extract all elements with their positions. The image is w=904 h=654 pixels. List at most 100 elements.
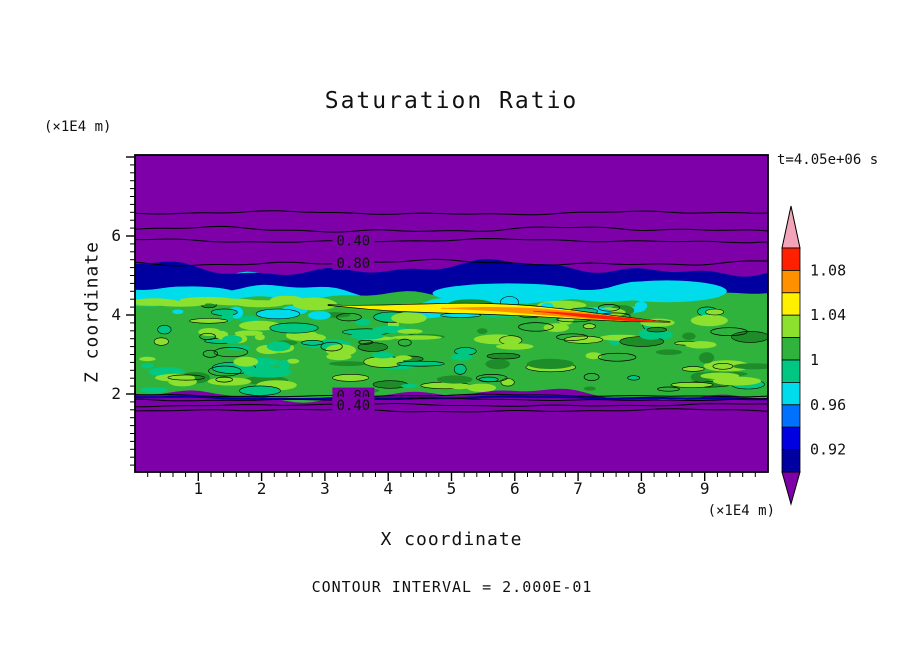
contour-speck bbox=[518, 322, 554, 332]
speckle bbox=[585, 352, 602, 360]
x-tick-label: 4 bbox=[383, 479, 393, 498]
z-tick-label: 2 bbox=[111, 384, 121, 403]
speckle bbox=[243, 367, 292, 378]
streak-blob bbox=[294, 297, 333, 307]
z-tick-label: 4 bbox=[111, 305, 121, 324]
colorbar-band-cyan bbox=[781, 381, 801, 406]
speckle bbox=[733, 363, 768, 370]
cyan-patch bbox=[432, 283, 585, 304]
speckle bbox=[326, 353, 352, 361]
contour-speck bbox=[167, 374, 205, 381]
contour-line bbox=[135, 403, 767, 408]
contour-speck bbox=[583, 373, 600, 381]
speckle bbox=[436, 375, 473, 384]
x-tick-label: 5 bbox=[447, 479, 457, 498]
x-axis-unit-label: (×1E4 m) bbox=[707, 503, 775, 519]
cyan-patch bbox=[606, 280, 727, 303]
speckle bbox=[238, 316, 260, 322]
speckle bbox=[583, 386, 596, 391]
speckle bbox=[705, 308, 725, 316]
contour-line bbox=[135, 397, 767, 402]
speckle bbox=[450, 353, 473, 361]
contour-speck bbox=[710, 327, 748, 337]
axes: 1 2 3 4 5 6 7 8 9 2 4 6 bbox=[111, 156, 756, 498]
colorbar-label: 1.04 bbox=[810, 306, 846, 324]
speckle bbox=[287, 358, 300, 364]
x-tick-label: 2 bbox=[257, 479, 267, 498]
contour-speck bbox=[320, 341, 343, 352]
contour-label: 0.80 bbox=[337, 256, 371, 272]
speckle bbox=[155, 373, 196, 382]
colorbar-band-yellowgreen bbox=[781, 314, 801, 339]
speckle bbox=[690, 314, 728, 327]
speckle bbox=[392, 335, 442, 340]
contour-speck bbox=[213, 347, 249, 358]
colorbar-label: 1 bbox=[810, 351, 819, 369]
speckle bbox=[255, 308, 301, 320]
speckle bbox=[582, 323, 596, 330]
contour-speck bbox=[597, 304, 621, 312]
x-axis-title: X coordinate bbox=[380, 529, 523, 550]
colorbar-band-red bbox=[781, 247, 801, 271]
speckle bbox=[325, 344, 357, 357]
contour-speck bbox=[336, 312, 362, 322]
speckle bbox=[526, 358, 574, 369]
speckle bbox=[670, 381, 714, 388]
contour-speck bbox=[556, 333, 589, 341]
speckle bbox=[681, 366, 705, 372]
contour-line bbox=[135, 408, 768, 413]
speckle bbox=[712, 376, 762, 386]
speckle bbox=[485, 359, 510, 370]
speckle bbox=[685, 341, 717, 349]
speckle bbox=[233, 356, 259, 367]
contour-speck bbox=[712, 362, 734, 370]
speckle bbox=[477, 328, 488, 334]
speckle bbox=[699, 352, 715, 364]
speckle bbox=[328, 361, 367, 367]
speckle bbox=[453, 363, 467, 375]
field-layer-navy-band bbox=[135, 259, 768, 299]
speckle bbox=[646, 327, 667, 333]
contour-line bbox=[135, 237, 768, 244]
streak-red bbox=[533, 310, 670, 323]
speckle bbox=[627, 375, 641, 381]
contour-label: 0.40 bbox=[337, 234, 371, 250]
speckle bbox=[391, 312, 427, 324]
speckle bbox=[543, 323, 569, 332]
speckle bbox=[239, 385, 281, 396]
speckle bbox=[308, 311, 331, 320]
speckle bbox=[372, 380, 408, 389]
chart-title: Saturation Ratio bbox=[324, 88, 579, 114]
speckle bbox=[466, 383, 497, 392]
contour-speck bbox=[215, 376, 233, 383]
x-tick-label: 6 bbox=[510, 479, 520, 498]
speckle bbox=[372, 352, 394, 359]
z-tick-label: 6 bbox=[111, 226, 121, 245]
y-axis-unit-label: (×1E4 m) bbox=[44, 119, 112, 135]
colorbar-label: 1.08 bbox=[810, 261, 846, 279]
speckle bbox=[500, 378, 515, 387]
speckle bbox=[266, 341, 291, 352]
speckle bbox=[396, 360, 445, 367]
speckle bbox=[234, 330, 263, 336]
colorbar-band-green bbox=[781, 337, 801, 361]
field: 0.400.800.800.40 bbox=[135, 155, 768, 472]
speckle bbox=[332, 373, 370, 382]
x-tick-label: 7 bbox=[573, 479, 583, 498]
speckle bbox=[495, 343, 534, 350]
speckle bbox=[189, 318, 229, 324]
contour-label-bg bbox=[332, 254, 375, 270]
speckle bbox=[153, 337, 169, 346]
x-tick-label: 3 bbox=[320, 479, 330, 498]
speckle bbox=[478, 376, 499, 383]
contour-speck bbox=[397, 338, 412, 347]
contour-speck bbox=[358, 339, 374, 345]
contour-speck bbox=[199, 332, 216, 341]
speckle bbox=[401, 383, 418, 388]
colorbar-band-navy bbox=[781, 449, 801, 473]
x-tick-label: 8 bbox=[637, 479, 647, 498]
speckle bbox=[350, 332, 385, 340]
colorbar-band-yellow bbox=[781, 292, 801, 316]
x-tick-label: 9 bbox=[700, 479, 710, 498]
speckle bbox=[454, 347, 477, 356]
